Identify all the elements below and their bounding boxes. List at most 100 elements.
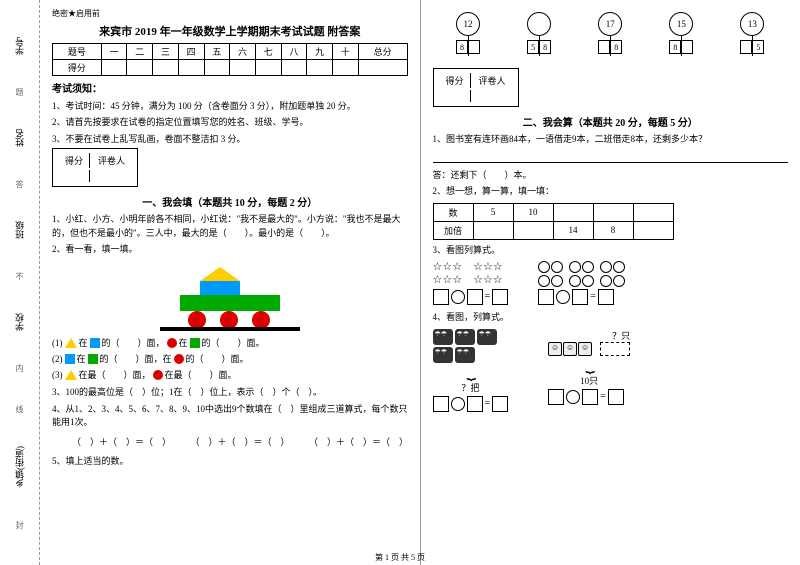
- question: 4、看图，列算式。: [433, 311, 789, 325]
- lollipop-head[interactable]: [527, 12, 551, 36]
- total-label: 10只: [548, 374, 630, 387]
- face-icon: ☺: [548, 342, 562, 356]
- triangle-icon: [200, 267, 240, 281]
- question-label: ？只: [548, 329, 630, 342]
- left-column: 绝密★启用前 来宾市 2019 年一年级数学上学期期末考试试题 附答案 题号一二…: [40, 0, 420, 565]
- question: 1、小红、小方、小明年龄各不相同，小红说："我不是最大的"。小方说："我也不是最…: [52, 213, 408, 240]
- table-row: 题号一二三四五六七八九十总分: [53, 44, 408, 60]
- circle-group: =: [538, 261, 625, 307]
- instructions-heading: 考试须知：: [52, 80, 408, 95]
- equation-blank: （ ）＋（ ）＝（ ）: [191, 436, 290, 450]
- umbrella-icon: [455, 329, 475, 345]
- lollipop-head: 12: [456, 12, 480, 36]
- exam-page: 学号 题 姓名 答 班级 不 学校 内 线 乡镇(街道) 封 绝密★启用前 来宾…: [0, 0, 800, 565]
- instruction: 1、考试时间：45 分钟，满分为 100 分（含卷面分 3 分），附加题单独 2…: [52, 99, 408, 113]
- binding-label: 学号: [13, 37, 26, 55]
- right-column: 128 58 178 158 135 得分评卷人 二、我会算（本题共 20 分，…: [421, 0, 800, 565]
- lollipop-item: 58: [527, 12, 551, 56]
- umbrella-icon: [433, 329, 453, 345]
- star-group: ☆☆☆ ☆☆☆☆☆☆ ☆☆☆ =: [433, 261, 509, 307]
- lollipop-item: 178: [598, 12, 622, 56]
- equation-boxes[interactable]: =: [433, 396, 509, 412]
- square-icon: [90, 338, 100, 348]
- question: 2、看一看，填一填。: [52, 243, 408, 257]
- question: 5、填上适当的数。: [52, 455, 408, 469]
- fill-line: (1)在的（ ）面，在的（ ）面。: [52, 335, 408, 351]
- lollipop-item: 158: [669, 12, 693, 56]
- triangle-icon: [65, 370, 77, 380]
- section-heading: 一、我会填（本题共 10 分，每题 2 分）: [52, 194, 408, 209]
- rectangle-icon: [180, 295, 280, 311]
- answer-line[interactable]: [433, 153, 789, 163]
- instruction: 3、不要在试卷上乱写乱画，卷面不整洁扣 3 分。: [52, 132, 408, 146]
- circle-pair-icon: [569, 275, 594, 287]
- binding-label: 乡镇(街道): [13, 446, 26, 488]
- square-icon: [200, 281, 240, 295]
- equation-blank: （ ）＋（ ）＝（ ）: [72, 436, 171, 450]
- binding-label: 班级: [13, 221, 26, 239]
- table-row: 数510: [433, 203, 673, 221]
- brace-icon: ⏟: [433, 363, 509, 381]
- binding-mark: 题: [14, 88, 25, 96]
- circle-pair-icon: [538, 275, 563, 287]
- circle-pair-icon: [600, 275, 625, 287]
- dashed-box: [600, 342, 630, 356]
- umbrella-icon: [477, 329, 497, 345]
- grader-box: 得分评卷人: [433, 68, 519, 107]
- square-icon: [88, 354, 98, 364]
- umbrella-icon: [455, 347, 475, 363]
- circle-icon: [174, 354, 184, 364]
- double-table: 数510 加倍148: [433, 203, 674, 240]
- binding-mark: 线: [14, 405, 25, 413]
- equation-boxes[interactable]: =: [433, 289, 509, 305]
- score-table: 题号一二三四五六七八九十总分 得分: [52, 43, 408, 76]
- question: 2、想一想，算一算，填一填：: [433, 185, 789, 199]
- truck-figure: [160, 261, 300, 331]
- line-icon: [160, 327, 300, 331]
- binding-mark: 答: [14, 180, 25, 188]
- binding-mark: 不: [14, 272, 25, 280]
- question: 4、从1、2、3、4、5、6、7、8、9、10中选出9个数填在（ ）里组成三道算…: [52, 403, 408, 430]
- question: 3、看图列算式。: [433, 244, 789, 258]
- umbrella-icon: [433, 347, 453, 363]
- circle-pair-crossed-icon: [600, 261, 625, 273]
- binding-label: 姓名: [13, 129, 26, 147]
- grader-box: 得分评卷人: [52, 148, 138, 187]
- lollipop-item: 135: [740, 12, 764, 56]
- instruction: 2、请首先按要求在试卷的指定位置填写您的姓名、班级、学号。: [52, 115, 408, 129]
- binding-column: 学号 题 姓名 答 班级 不 学校 内 线 乡镇(街道) 封: [0, 0, 40, 565]
- fill-line: (2)在的（ ）面，在的（ ）面。: [52, 351, 408, 367]
- binding-mark: 封: [14, 521, 25, 529]
- page-footer: 第 1 页 共 5 页: [0, 552, 800, 563]
- umbrella-problem: ⏟ ？把 =: [433, 329, 509, 414]
- lollipop-head: 17: [598, 12, 622, 36]
- face-icon: ☺: [563, 342, 577, 356]
- fill-line: (3)在最（ ）面，在最（ ）面。: [52, 367, 408, 383]
- question-label: ？把: [433, 381, 509, 394]
- binding-mark: 内: [14, 364, 25, 372]
- secrecy-tag: 绝密★启用前: [52, 8, 408, 19]
- star-groups: ☆☆☆ ☆☆☆☆☆☆ ☆☆☆ = =: [433, 261, 789, 307]
- question: 1、图书室有连环画84本，一语借走9本，二班借走8本，还剩多少本？: [433, 133, 789, 147]
- lollipop-item: 128: [456, 12, 480, 56]
- equation-blank: （ ）＋（ ）＝（ ）: [309, 436, 408, 450]
- circle-icon: [153, 370, 163, 380]
- square-icon: [65, 354, 75, 364]
- equation-boxes[interactable]: =: [548, 389, 630, 405]
- lollipop-row: 128 58 178 158 135: [433, 12, 789, 56]
- circle-pair-icon: [538, 261, 563, 273]
- lollipop-head: 13: [740, 12, 764, 36]
- lollipop-head: 15: [669, 12, 693, 36]
- picture-problems: ⏟ ？把 = ？只 ☺☺☺ ⏟ 10只 =: [433, 329, 789, 414]
- question: 3、100的最高位是（ ）位；1在（ ）位上，表示（ ）个（ ）。: [52, 386, 408, 400]
- exam-title: 来宾市 2019 年一年级数学上学期期末考试试题 附答案: [52, 23, 408, 39]
- equation-boxes[interactable]: =: [538, 289, 625, 305]
- binding-label: 学校: [13, 313, 26, 331]
- face-icon: ☺: [578, 342, 592, 356]
- table-row: 加倍148: [433, 221, 673, 239]
- section-heading: 二、我会算（本题共 20 分，每题 5 分）: [433, 114, 789, 129]
- circle-pair-icon: [569, 261, 594, 273]
- answer-label: 答：还剩下（ ）本。: [433, 169, 789, 183]
- circle-icon: [167, 338, 177, 348]
- table-row: 得分: [53, 60, 408, 76]
